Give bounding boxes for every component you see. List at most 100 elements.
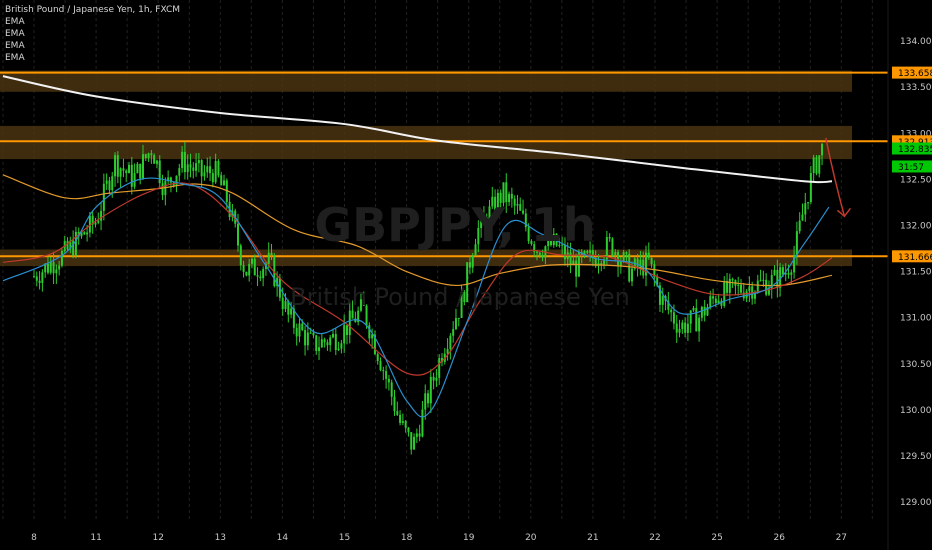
candle-body: [622, 252, 625, 262]
time-tick-label: 26: [773, 533, 785, 543]
time-tick-label: 8: [31, 533, 37, 543]
candle-body: [809, 173, 812, 203]
candle-body: [55, 269, 58, 274]
candle-body: [236, 223, 239, 246]
candle-body: [401, 421, 404, 423]
candle-body: [393, 396, 396, 412]
candle-body: [242, 265, 245, 272]
candle-body: [256, 275, 259, 277]
ema-line-4: [2, 177, 830, 418]
candle-body: [195, 163, 198, 171]
time-tick-label: 22: [649, 533, 660, 543]
arrow-shaft[interactable]: [825, 137, 846, 217]
candle-body: [513, 198, 516, 206]
candle-body: [689, 310, 692, 324]
candle-body: [52, 262, 55, 274]
indicator-ema-3[interactable]: EMA: [5, 41, 25, 51]
candle-body: [457, 317, 460, 319]
supply-demand-zones: [0, 70, 852, 267]
candle-body: [608, 237, 611, 239]
candle-body: [759, 280, 762, 282]
candle-body: [348, 310, 351, 336]
candle-body: [223, 180, 226, 186]
candle-body: [116, 155, 119, 177]
candle-body: [167, 177, 170, 182]
chart-title[interactable]: British Pound / Japanese Yen, 1h, FXCM: [5, 5, 181, 15]
candle-body: [287, 301, 290, 315]
candle-body: [44, 263, 47, 273]
price-tag-last: [892, 142, 932, 155]
candle-body: [449, 335, 452, 349]
candle-body: [399, 414, 402, 423]
arrow-head[interactable]: [836, 207, 852, 218]
candle-body: [466, 262, 469, 303]
indicator-ema-4[interactable]: EMA: [5, 53, 25, 63]
candle-body: [474, 244, 477, 256]
candle-body: [169, 177, 172, 183]
candle-body: [128, 164, 131, 174]
candle-body: [485, 217, 488, 227]
candle-body: [33, 276, 35, 278]
zone-rect: [0, 249, 852, 267]
candle-body: [480, 213, 483, 229]
candle-body: [452, 329, 455, 336]
candle-body: [541, 256, 544, 258]
candle-body: [345, 325, 348, 336]
candle-body: [753, 291, 756, 299]
candle-body: [58, 265, 61, 270]
candle-body: [206, 166, 209, 173]
time-tick-label: 15: [339, 533, 350, 543]
candle-body: [572, 260, 575, 266]
candle-body: [119, 168, 122, 177]
candle-body: [427, 393, 430, 404]
candle-body: [410, 432, 413, 450]
candle-body: [471, 255, 474, 268]
candle-body: [161, 183, 164, 196]
zone-rect: [0, 70, 852, 92]
candle-body: [108, 180, 111, 191]
candle-body: [273, 255, 276, 286]
price-tag-countdown: [892, 160, 932, 173]
candle-body: [681, 322, 684, 329]
candle-body: [306, 332, 309, 346]
price-axis[interactable]: 129.000 129.500 130.000 130.500 131.000 131.5…: [900, 37, 932, 508]
candle-body: [74, 231, 77, 256]
indicator-ema-2[interactable]: EMA: [5, 29, 25, 39]
candle-body: [494, 196, 497, 214]
candle-body: [385, 371, 388, 379]
projection-arrow[interactable]: [825, 137, 852, 218]
candle-body: [709, 296, 712, 307]
ema-lines: [2, 75, 833, 418]
candle-body: [678, 328, 681, 333]
price-tick-label: 131.000: [900, 314, 932, 324]
candle-body: [619, 261, 622, 267]
candle-body: [756, 280, 759, 292]
candle-body: [415, 433, 418, 437]
candle-body: [650, 257, 653, 265]
candle-body: [217, 160, 220, 176]
indicator-ema-1[interactable]: EMA: [5, 17, 25, 27]
chart-legend: British Pound / Japanese Yen, 1h, FXCM E…: [5, 4, 180, 64]
candle-body: [329, 337, 332, 346]
price-tick-label: 129.500: [900, 452, 932, 462]
candle-body: [748, 286, 751, 292]
candle-body: [628, 253, 631, 282]
candle-body: [111, 176, 114, 191]
candle-body: [740, 284, 743, 293]
time-axis[interactable]: 8 11 12 13 14 15 18 19 20 21 22 25 26 27: [31, 533, 847, 543]
candle-body: [46, 263, 49, 273]
ema-line-1: [2, 75, 833, 184]
candle-body: [773, 269, 776, 276]
candle-body: [770, 275, 773, 289]
candle-body: [765, 279, 768, 295]
candle-body: [136, 163, 139, 174]
candle-body: [209, 166, 212, 174]
candle-body: [670, 309, 673, 313]
candle-body: [326, 342, 329, 346]
candle-body: [270, 252, 273, 256]
candle-body: [781, 267, 784, 275]
candle-body: [189, 164, 192, 168]
candle-body: [625, 252, 628, 254]
candle-body: [382, 370, 385, 372]
